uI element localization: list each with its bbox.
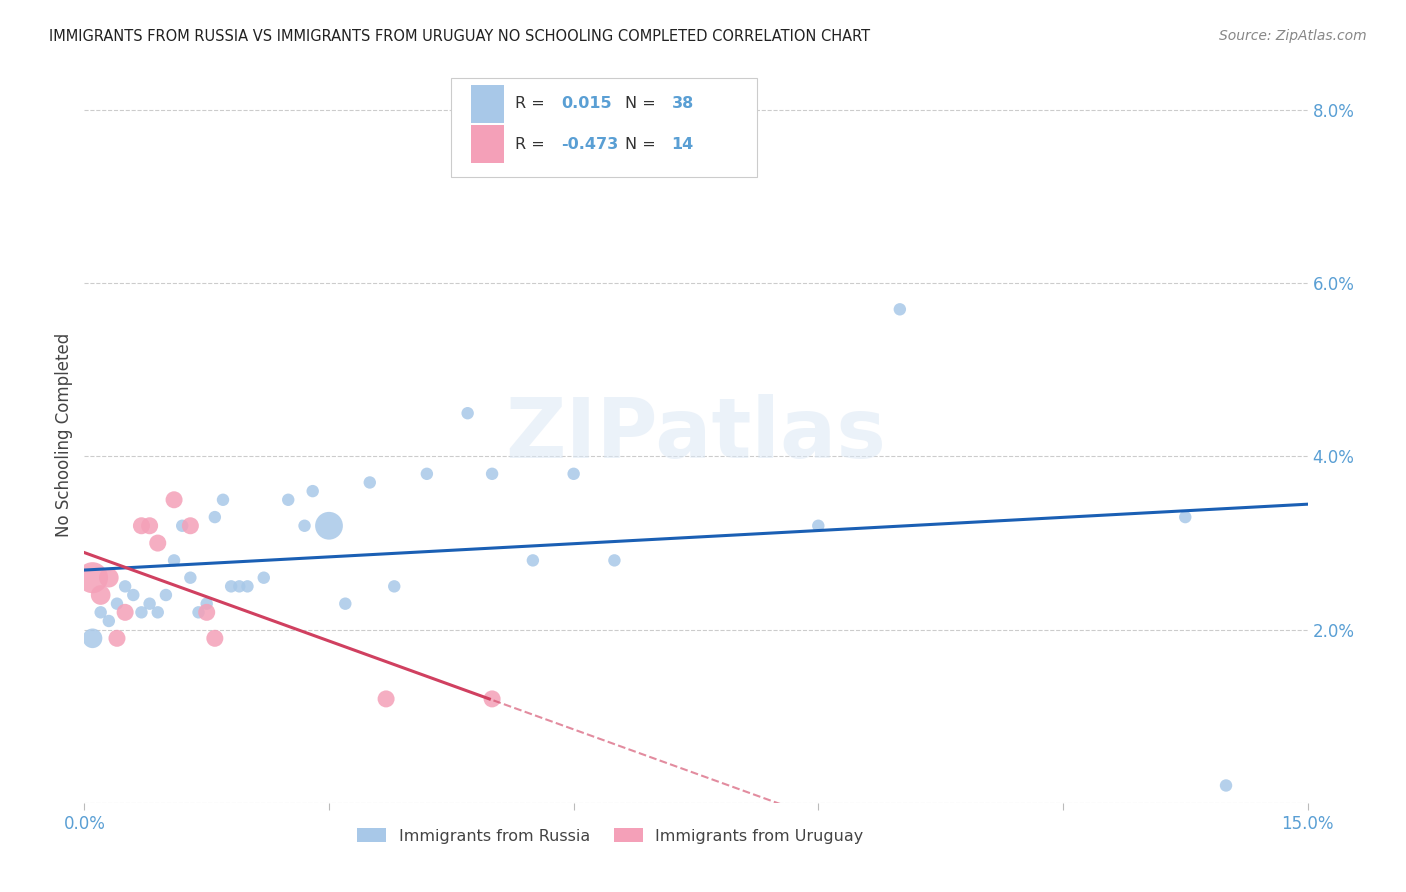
Point <box>889 302 911 317</box>
Point <box>105 632 128 646</box>
Point <box>253 571 276 585</box>
Point <box>146 536 169 550</box>
Point <box>603 553 626 567</box>
Point <box>97 571 120 585</box>
Text: IMMIGRANTS FROM RUSSIA VS IMMIGRANTS FROM URUGUAY NO SCHOOLING COMPLETED CORRELA: IMMIGRANTS FROM RUSSIA VS IMMIGRANTS FRO… <box>49 29 870 44</box>
Point <box>163 553 186 567</box>
Point <box>359 475 381 490</box>
Point <box>1174 510 1197 524</box>
Point <box>219 579 242 593</box>
Text: 0.015: 0.015 <box>561 96 612 112</box>
Point <box>481 467 503 481</box>
Text: N =: N = <box>626 96 655 112</box>
Point <box>318 518 340 533</box>
Point <box>228 579 250 593</box>
Text: -0.473: -0.473 <box>561 136 619 152</box>
Point <box>82 571 104 585</box>
Point <box>1215 779 1237 793</box>
Text: 14: 14 <box>672 136 693 152</box>
Point <box>416 467 439 481</box>
Point <box>457 406 479 420</box>
Point <box>562 467 585 481</box>
Point <box>172 518 194 533</box>
Point <box>114 605 136 619</box>
Point <box>138 597 160 611</box>
Point <box>807 518 830 533</box>
Point <box>212 492 235 507</box>
Point <box>105 597 128 611</box>
Point <box>522 553 544 567</box>
Point <box>131 518 153 533</box>
Point <box>155 588 177 602</box>
Point <box>146 605 169 619</box>
Point <box>481 692 503 706</box>
Point <box>335 597 357 611</box>
Point <box>82 632 104 646</box>
Point <box>382 579 405 593</box>
Point <box>301 484 323 499</box>
Point <box>375 692 398 706</box>
Y-axis label: No Schooling Completed: No Schooling Completed <box>55 333 73 537</box>
Text: ZIPatlas: ZIPatlas <box>506 394 886 475</box>
Point <box>138 518 160 533</box>
Point <box>131 605 153 619</box>
Point <box>90 605 112 619</box>
Point <box>195 597 218 611</box>
Text: N =: N = <box>626 136 655 152</box>
Point <box>277 492 299 507</box>
Point <box>90 588 112 602</box>
Point <box>122 588 145 602</box>
Point <box>114 579 136 593</box>
FancyBboxPatch shape <box>451 78 758 178</box>
Point <box>163 492 186 507</box>
Point <box>195 605 218 619</box>
Text: 38: 38 <box>672 96 693 112</box>
Point <box>179 571 201 585</box>
Text: R =: R = <box>515 96 544 112</box>
Text: R =: R = <box>515 136 544 152</box>
Point <box>97 614 120 628</box>
Point <box>294 518 316 533</box>
Point <box>179 518 201 533</box>
Text: Source: ZipAtlas.com: Source: ZipAtlas.com <box>1219 29 1367 43</box>
Legend: Immigrants from Russia, Immigrants from Uruguay: Immigrants from Russia, Immigrants from … <box>350 822 870 850</box>
Point <box>204 510 226 524</box>
Point <box>204 632 226 646</box>
Point <box>187 605 209 619</box>
Point <box>236 579 259 593</box>
FancyBboxPatch shape <box>471 85 503 123</box>
FancyBboxPatch shape <box>471 125 503 163</box>
